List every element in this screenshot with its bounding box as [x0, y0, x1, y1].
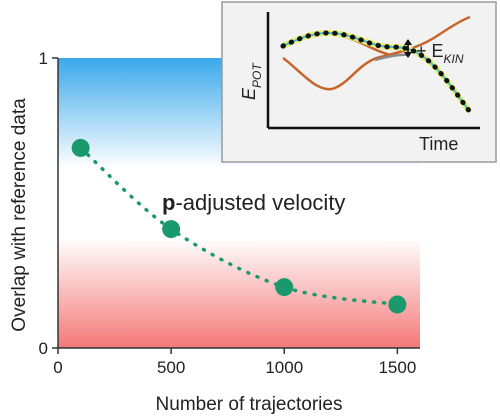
inset-y-sub: POT — [250, 62, 264, 88]
annotation-bold: p — [162, 190, 175, 215]
inset-dotted-curve — [280, 30, 473, 115]
data-point — [388, 295, 407, 314]
inset-arrow-head-bottom — [404, 52, 412, 58]
series-annotation: p-adjusted velocity — [162, 190, 345, 215]
inset-kin-sub: KIN — [444, 52, 464, 66]
data-point — [71, 138, 90, 157]
series-trend-line — [78, 146, 400, 307]
y-ticks: 01 — [39, 49, 58, 358]
y-axis-title: Overlap with reference data — [9, 98, 30, 332]
x-ticks: 0 500 1000 1500 — [53, 348, 416, 377]
series-points — [71, 138, 407, 314]
inset-arrow-head-top — [404, 39, 412, 45]
y-tick-label: 0 — [39, 339, 48, 358]
x-tick-label: 500 — [157, 358, 185, 377]
inset-diagram: + EKIN Time EPOT — [221, 1, 497, 163]
x-tick-label: 1500 — [378, 358, 416, 377]
inset-orange-curve — [282, 15, 471, 91]
inset-kin-prefix: + E — [416, 41, 444, 61]
data-point — [275, 278, 294, 297]
x-tick-label: 1000 — [265, 358, 303, 377]
inset-x-label: Time — [419, 134, 458, 154]
inset-y-label: EPOT — [239, 62, 264, 100]
inset-y-main: E — [239, 87, 259, 100]
annotation-text: -adjusted velocity — [175, 190, 345, 215]
inset-kinetic-label: + EKIN — [416, 41, 464, 66]
data-point — [162, 220, 181, 239]
y-tick-label: 1 — [39, 49, 48, 68]
x-axis-title: Number of trajectories — [156, 394, 343, 415]
x-tick-label: 0 — [53, 358, 62, 377]
